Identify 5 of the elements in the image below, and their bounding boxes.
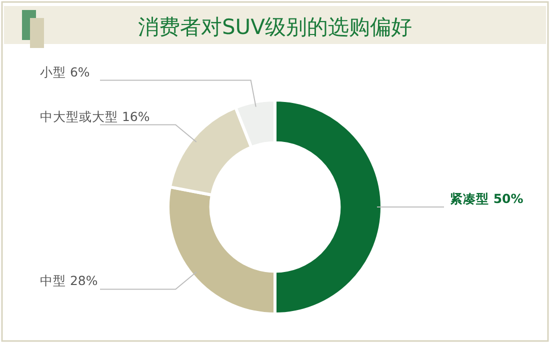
slice-label: 中型 28% — [40, 273, 98, 288]
slice-label: 紧凑型 50% — [450, 191, 524, 206]
slice-label: 中大型或大型 16% — [40, 108, 150, 124]
chart-title: 消费者对SUV级别的选购偏好 — [138, 15, 412, 39]
slice-label: 小型 6% — [40, 64, 90, 80]
